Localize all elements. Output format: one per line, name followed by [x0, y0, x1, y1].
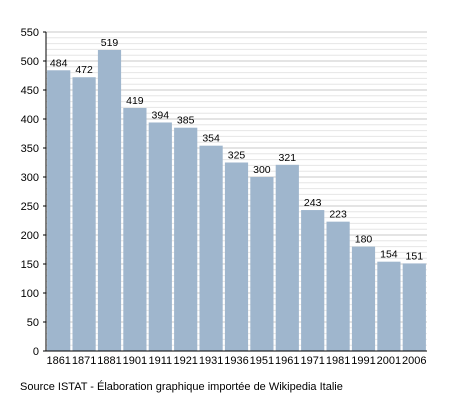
y-tick-350: 350 — [21, 143, 39, 155]
x-tick-1911: 1911 — [148, 355, 172, 367]
value-label-1871: 472 — [75, 64, 93, 76]
value-label-1921: 385 — [177, 115, 195, 127]
bar-1936 — [224, 162, 249, 351]
bar-1911 — [148, 122, 172, 351]
x-tick-2001: 2001 — [377, 355, 401, 367]
y-tick-0: 0 — [33, 346, 39, 358]
x-tick-1931: 1931 — [199, 355, 223, 367]
value-label-1961: 321 — [279, 152, 297, 164]
bar-1931 — [199, 145, 223, 351]
y-tick-550: 550 — [21, 27, 39, 39]
y-tick-500: 500 — [21, 56, 39, 68]
bar-2001 — [377, 261, 401, 351]
y-tick-250: 250 — [21, 201, 39, 213]
bar-1881 — [97, 49, 122, 351]
value-label-1991: 180 — [355, 234, 373, 246]
value-labels: 484 472 519 419 394 385 354 325 300 321 243 223 180 1… — [50, 37, 423, 262]
value-label-1981: 223 — [329, 209, 347, 221]
y-tick-labels: 0 50 100 150 200 250 300 350 400 450 500 550 — [21, 27, 39, 358]
x-tick-1936: 1936 — [224, 355, 248, 367]
bar-1871 — [72, 77, 96, 352]
y-tick-50: 50 — [27, 317, 39, 329]
x-tick-1981: 1981 — [326, 355, 350, 367]
y-tick-400: 400 — [21, 114, 39, 126]
y-tick-450: 450 — [21, 85, 39, 97]
bar-1901 — [123, 107, 147, 351]
y-tick-150: 150 — [21, 259, 39, 271]
axes — [43, 31, 427, 352]
x-tick-1921: 1921 — [173, 355, 197, 367]
x-tick-1881: 1881 — [97, 355, 121, 367]
value-label-2001: 154 — [380, 249, 398, 261]
value-label-1931: 354 — [202, 133, 220, 145]
value-label-1951: 300 — [253, 164, 271, 176]
bar-1951 — [250, 177, 274, 351]
x-tick-1991: 1991 — [351, 355, 375, 367]
x-tick-1861: 1861 — [46, 355, 70, 367]
x-tick-1971: 1971 — [300, 355, 324, 367]
value-label-1861: 484 — [50, 57, 68, 69]
value-label-1971: 243 — [304, 197, 322, 209]
bars-group — [47, 49, 426, 352]
bar-1961 — [275, 164, 299, 351]
bar-1991 — [351, 246, 376, 351]
x-tick-1871: 1871 — [72, 355, 96, 367]
x-tick-labels: 1861 1871 1881 1901 1911 1921 1931 1936 1951 1961… — [46, 355, 426, 367]
bar-1861 — [47, 70, 71, 351]
y-tick-300: 300 — [21, 172, 39, 184]
source-caption: Source ISTAT - Élaboration graphique imp… — [20, 381, 343, 393]
x-tick-1951: 1951 — [250, 355, 274, 367]
x-tick-1901: 1901 — [123, 355, 147, 367]
y-tick-200: 200 — [21, 230, 39, 242]
value-label-1911: 394 — [152, 109, 170, 121]
bar-2006 — [402, 263, 426, 351]
y-tick-100: 100 — [21, 288, 39, 300]
x-tick-2006: 2006 — [402, 355, 426, 367]
value-label-2006: 151 — [406, 250, 424, 262]
x-tick-1961: 1961 — [275, 355, 299, 367]
bar-1971 — [301, 210, 325, 351]
bar-1981 — [326, 221, 350, 351]
value-label-1881: 519 — [101, 37, 119, 49]
value-label-1901: 419 — [126, 95, 144, 107]
value-label-1936: 325 — [228, 150, 246, 162]
bar-1921 — [174, 127, 198, 351]
